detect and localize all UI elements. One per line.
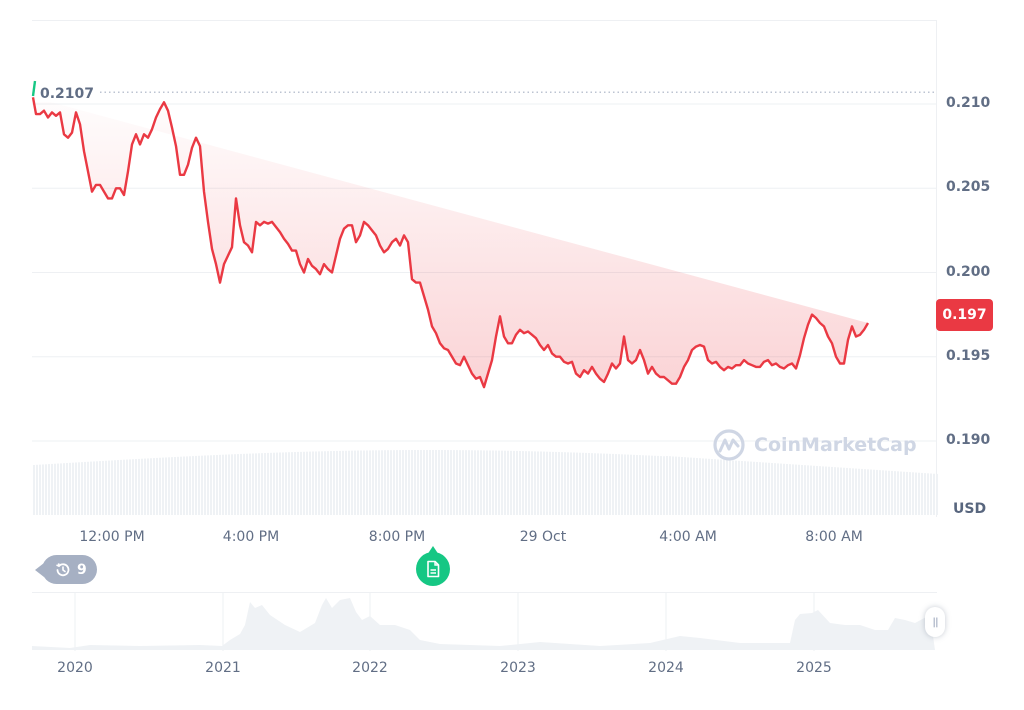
chart-frame (32, 20, 937, 517)
year-tick: 2021 (205, 660, 241, 676)
year-tick: 2022 (352, 660, 388, 676)
year-tick: 2024 (648, 660, 684, 676)
price-area-fill (33, 97, 868, 388)
y-tick: 0.205 (946, 179, 991, 195)
open-price-label: 0.2107 (36, 86, 99, 102)
volume-bars (33, 450, 938, 515)
y-tick: 0.210 (946, 95, 991, 111)
navigator-area[interactable] (32, 593, 935, 651)
year-tick: 2020 (57, 660, 93, 676)
price-line (31, 97, 870, 389)
x-tick: 8:00 PM (368, 529, 426, 545)
year-tick: 2025 (796, 660, 832, 676)
currency-unit-label: USD (953, 501, 987, 517)
year-tick: 2023 (500, 660, 536, 676)
x-tick: 4:00 AM (659, 529, 717, 545)
drag-handle-icon: || (932, 616, 938, 628)
x-tick: 29 Oct (519, 529, 567, 545)
history-clock-icon (56, 562, 70, 576)
x-tick: 4:00 PM (222, 529, 280, 545)
navigator-drag-handle[interactable]: || (925, 607, 945, 637)
coinmarketcap-logo-icon (713, 429, 745, 461)
history-events-button[interactable]: 9 (35, 555, 97, 584)
y-tick: 0.200 (946, 264, 991, 280)
watermark: CoinMarketCap (712, 428, 917, 462)
open-marker (31, 80, 37, 97)
y-tick: 0.190 (946, 432, 991, 448)
watermark-text: CoinMarketCap (754, 434, 917, 456)
document-icon (427, 560, 440, 578)
history-count: 9 (77, 561, 87, 578)
x-tick: 8:00 AM (805, 529, 863, 545)
current-price-badge: 0.197 (936, 299, 993, 331)
news-event-marker[interactable] (416, 546, 450, 586)
y-tick: 0.195 (946, 348, 991, 364)
x-tick: 12:00 PM (79, 529, 145, 545)
navigator-frame (32, 592, 937, 653)
